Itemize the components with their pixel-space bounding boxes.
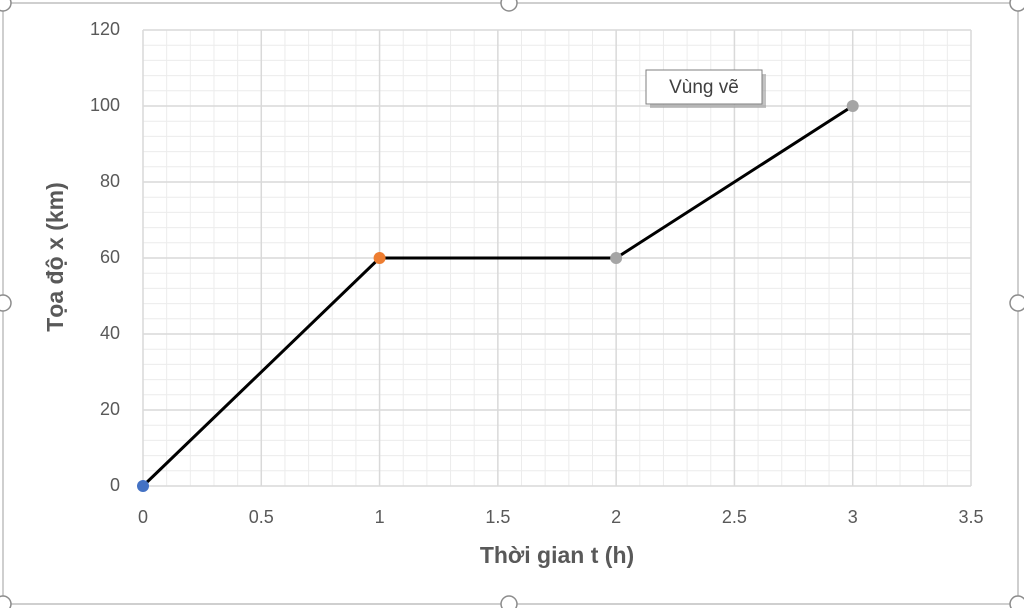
x-tick-label: 0	[138, 507, 148, 527]
x-tick-label: 1	[375, 507, 385, 527]
handle[interactable]	[500, 0, 518, 12]
point-marker	[137, 480, 149, 492]
point-marker	[846, 100, 859, 112]
plot-area: 0 0.5 1 1.5 2 2.5 3 3.5 0 20 40 60 80 100 120	[90, 19, 984, 527]
y-tick-label: 100	[90, 95, 120, 115]
handle[interactable]	[0, 0, 12, 12]
y-tick-label: 60	[100, 247, 120, 267]
x-tick-label: 1.5	[485, 507, 510, 527]
handle[interactable]	[1009, 595, 1024, 608]
handle[interactable]	[1009, 0, 1024, 12]
x-axis-title: Thời gian t (h)	[480, 542, 634, 568]
y-tick-label: 80	[100, 171, 120, 191]
x-tick-label: 0.5	[249, 507, 274, 527]
point-marker	[610, 252, 623, 264]
y-tick-label: 0	[110, 475, 120, 495]
point-marker	[373, 252, 386, 264]
x-tick-label: 2.5	[722, 507, 747, 527]
y-axis-title: Tọa độ x (km)	[42, 182, 68, 332]
x-tick-label: 3.5	[958, 507, 983, 527]
x-tick-label: 3	[848, 507, 858, 527]
y-tick-label: 40	[100, 323, 120, 343]
y-tick-label: 20	[100, 399, 120, 419]
tooltip-box	[645, 69, 763, 105]
y-tick-label: 120	[90, 19, 120, 39]
handle[interactable]	[500, 595, 518, 608]
series-line	[141, 104, 854, 488]
x-tick-label: 2	[611, 507, 621, 527]
tooltip: Vùng vẽ	[645, 69, 766, 108]
handle[interactable]	[0, 294, 12, 312]
handle[interactable]	[0, 595, 12, 608]
handle[interactable]	[1009, 294, 1024, 312]
tooltip-text: Vùng vẽ	[669, 77, 739, 98]
